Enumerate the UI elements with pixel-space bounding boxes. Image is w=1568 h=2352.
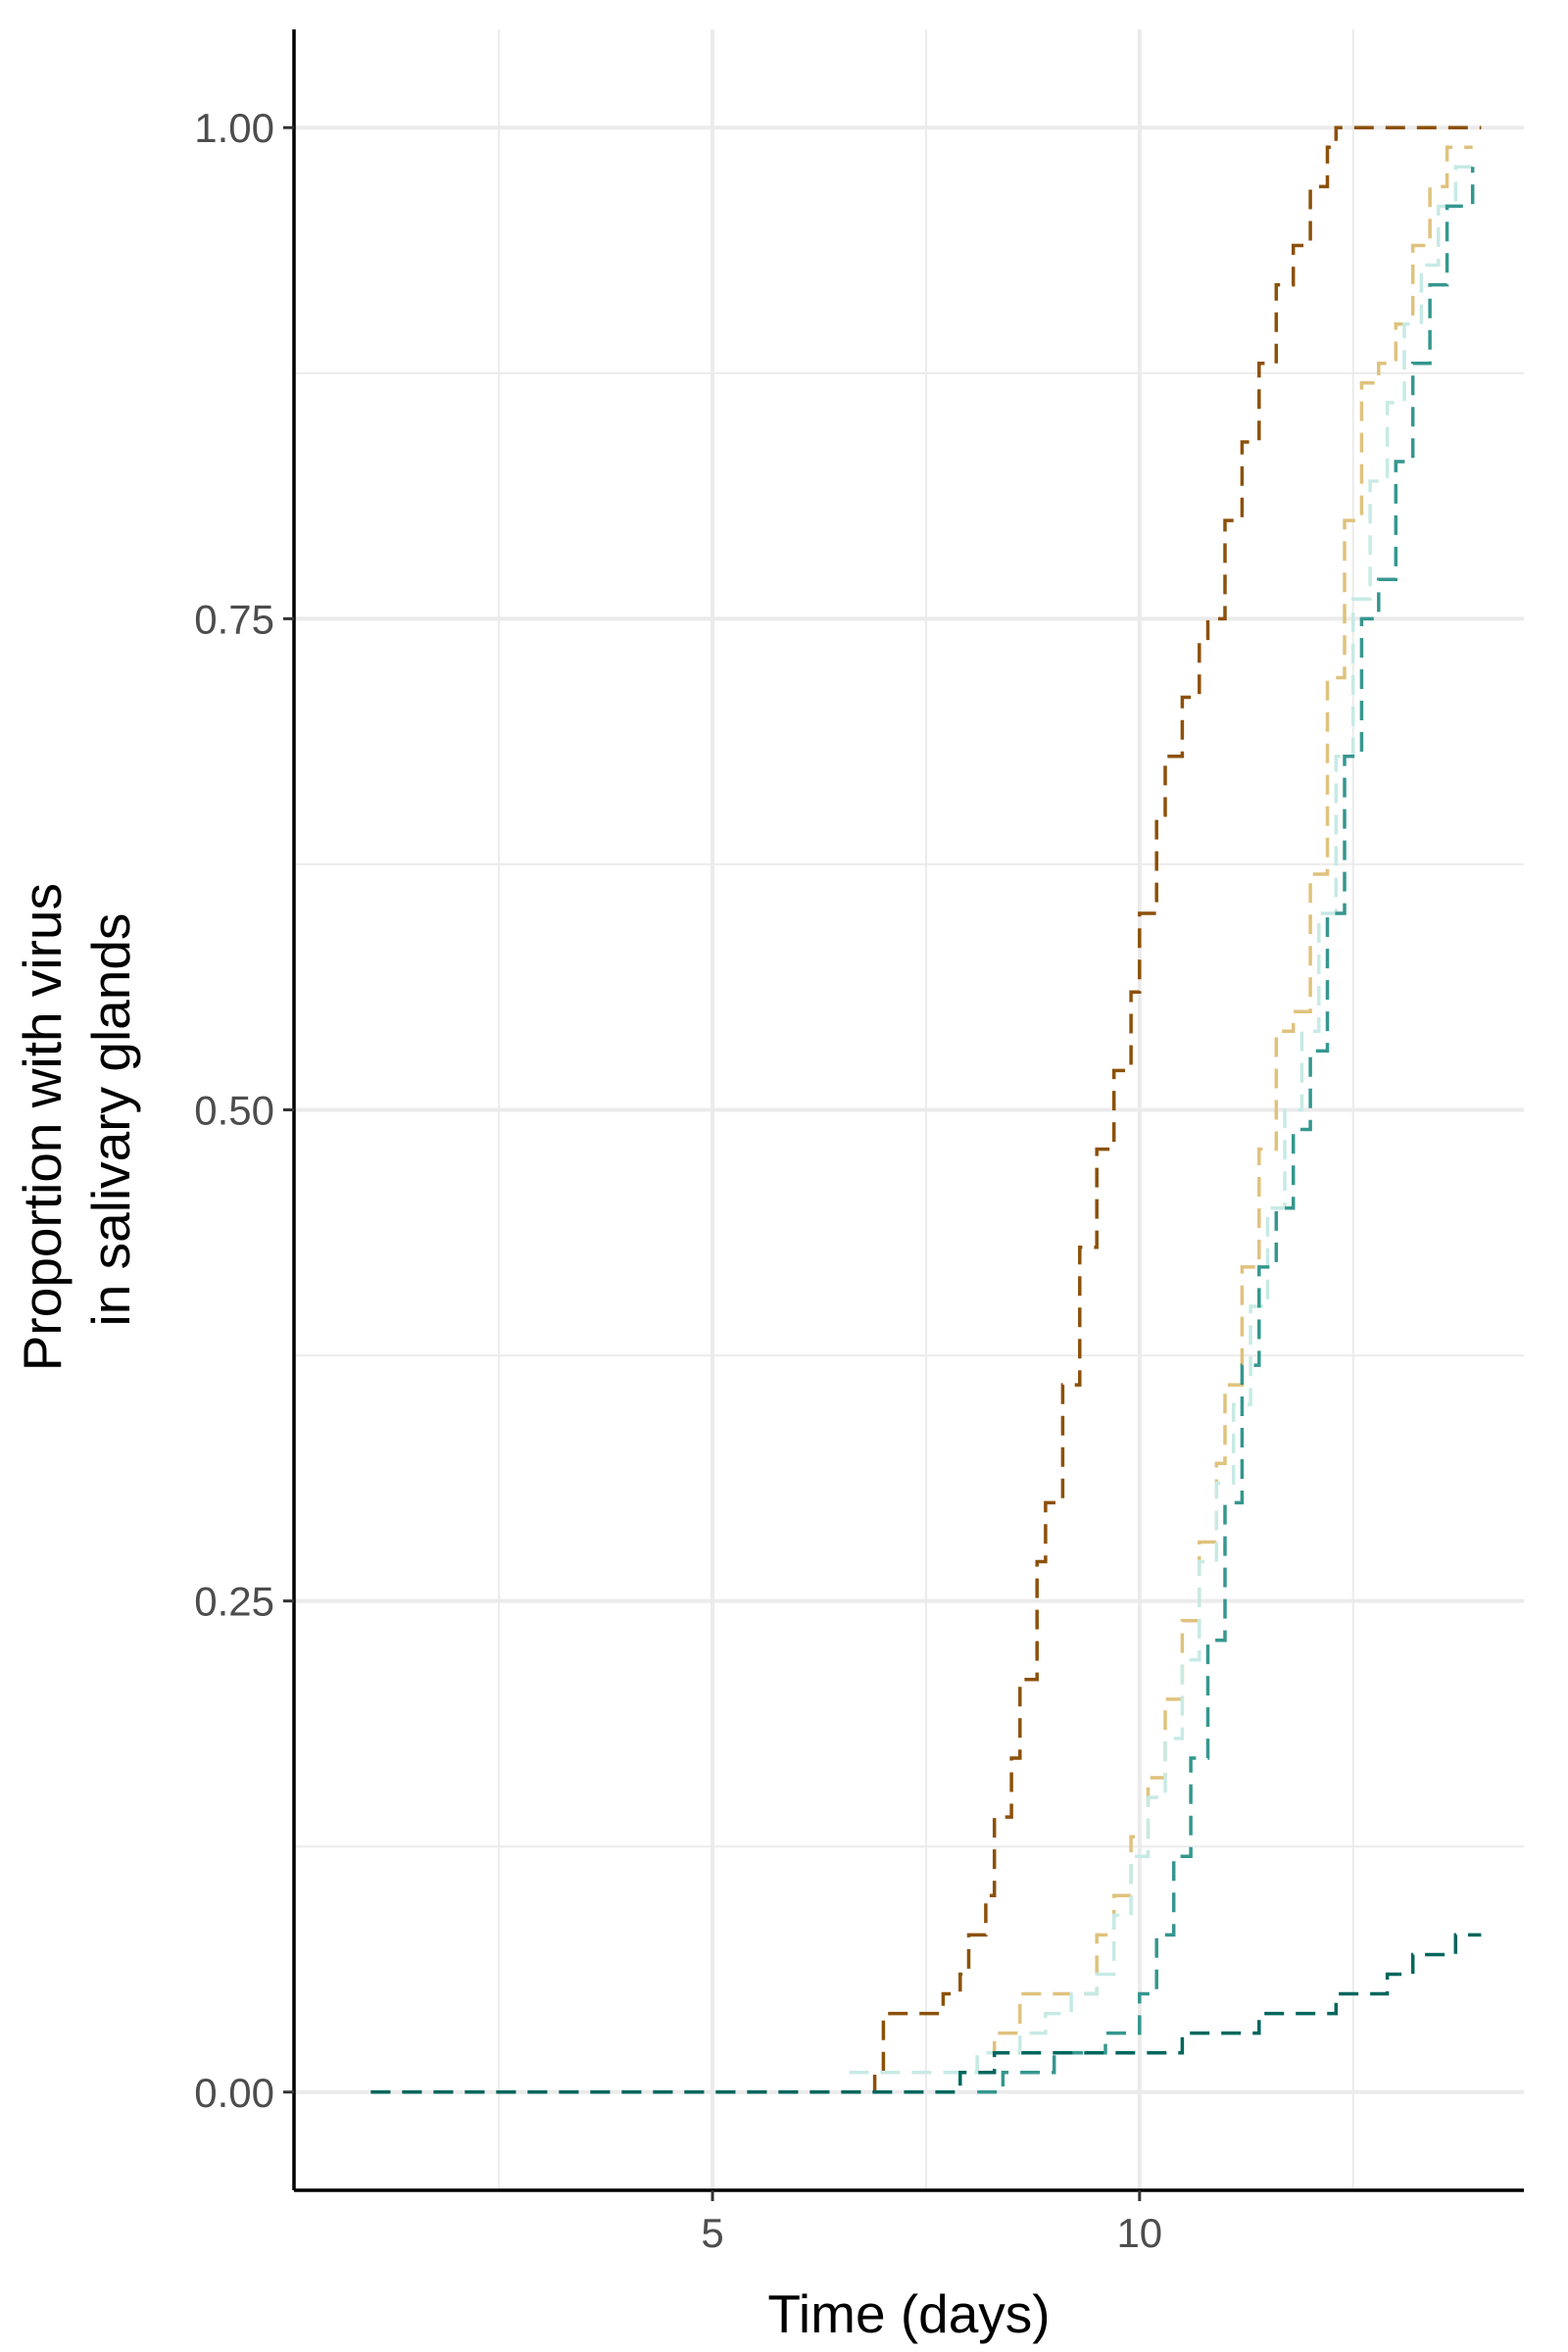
- series-line-5: [370, 1933, 1482, 2094]
- series-line-2: [849, 145, 1473, 2075]
- x-axis-title: Time (days): [767, 2283, 1050, 2344]
- y-tick-label: 0.25: [194, 1579, 274, 1625]
- axis-layer: 0.00 0.25 0.50 0.75 1.00 5 10: [194, 29, 1524, 2256]
- y-axis-title-line-1: Proportion with virus: [12, 883, 73, 1371]
- series-line-1: [370, 125, 1482, 2094]
- y-tick-label: 0.00: [194, 2070, 274, 2116]
- series-line-3: [849, 165, 1473, 2075]
- y-tick-label: 1.00: [194, 105, 274, 151]
- x-tick-label: 5: [701, 2210, 723, 2256]
- series-line-4: [977, 167, 1475, 2094]
- y-axis-title-line-2: in salivary glands: [80, 913, 141, 1327]
- x-tick-label: 10: [1116, 2210, 1162, 2256]
- y-axis-title: Proportion with virus in salivary glands: [12, 868, 141, 1372]
- series-layer: [370, 125, 1482, 2094]
- y-tick-label: 0.75: [194, 596, 274, 642]
- y-tick-label: 0.50: [194, 1088, 274, 1134]
- grid-layer: [294, 29, 1524, 2190]
- label-layer: Time (days) Proportion with virus in sal…: [12, 868, 1051, 2344]
